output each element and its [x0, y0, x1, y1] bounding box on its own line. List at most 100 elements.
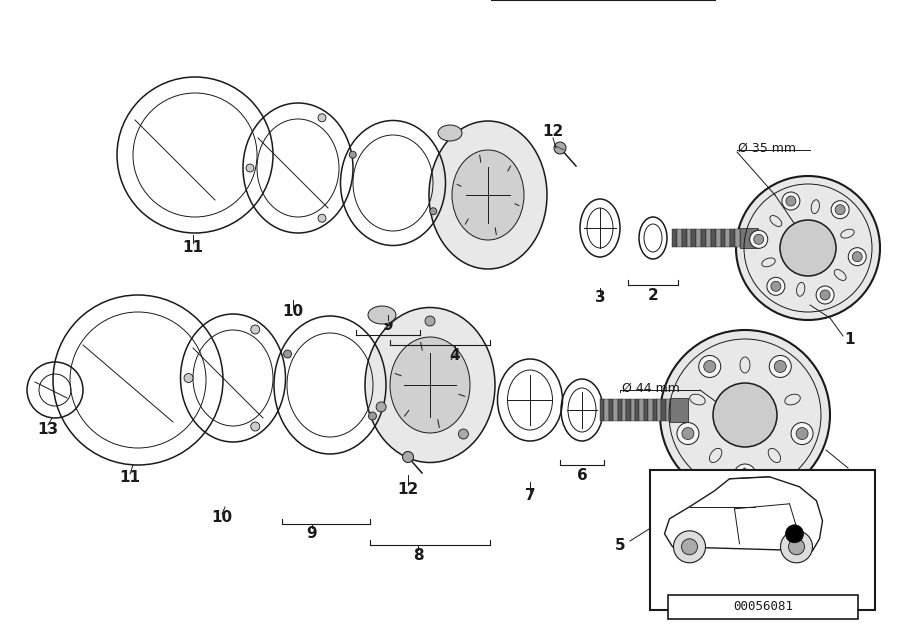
Circle shape	[771, 281, 781, 291]
Text: 12: 12	[398, 483, 418, 497]
Circle shape	[820, 290, 830, 300]
Bar	[701, 229, 706, 247]
Circle shape	[774, 361, 787, 373]
Circle shape	[402, 451, 413, 462]
Circle shape	[430, 208, 436, 215]
Bar	[730, 229, 735, 247]
Ellipse shape	[429, 121, 547, 269]
Bar	[652, 399, 657, 421]
Circle shape	[458, 429, 468, 439]
Bar	[706, 229, 711, 247]
Circle shape	[770, 356, 791, 377]
Ellipse shape	[438, 125, 462, 141]
Bar	[670, 398, 688, 422]
Circle shape	[251, 422, 260, 431]
Bar	[725, 229, 730, 247]
Bar	[650, 470, 875, 610]
Text: 10: 10	[283, 305, 303, 319]
Ellipse shape	[452, 150, 524, 240]
Circle shape	[848, 248, 866, 265]
Circle shape	[754, 234, 764, 244]
Circle shape	[796, 427, 808, 439]
Text: 9: 9	[382, 318, 393, 333]
Circle shape	[750, 231, 768, 248]
Circle shape	[698, 356, 721, 377]
Text: 10: 10	[212, 511, 232, 526]
Circle shape	[681, 539, 698, 555]
Circle shape	[677, 422, 699, 444]
Circle shape	[852, 251, 862, 262]
Circle shape	[780, 220, 836, 276]
Circle shape	[376, 402, 386, 412]
Bar	[735, 229, 740, 247]
Circle shape	[318, 114, 326, 122]
Bar	[617, 399, 622, 421]
Circle shape	[788, 539, 805, 555]
Bar	[622, 399, 626, 421]
Text: 00056081: 00056081	[733, 601, 793, 613]
Bar	[608, 399, 613, 421]
Circle shape	[734, 464, 756, 486]
Ellipse shape	[365, 307, 495, 462]
Bar	[716, 229, 721, 247]
Text: 4: 4	[450, 347, 460, 363]
Circle shape	[425, 316, 435, 326]
Bar	[657, 399, 662, 421]
Circle shape	[246, 164, 254, 172]
Bar	[681, 229, 687, 247]
Text: 1: 1	[845, 333, 855, 347]
Circle shape	[704, 361, 716, 373]
Circle shape	[739, 469, 751, 481]
Bar	[644, 399, 648, 421]
Circle shape	[816, 286, 834, 304]
Bar	[668, 595, 858, 619]
Ellipse shape	[368, 306, 396, 324]
Text: 3: 3	[595, 290, 606, 305]
Text: 5: 5	[615, 537, 626, 552]
Text: 7: 7	[525, 488, 535, 502]
Circle shape	[786, 196, 796, 206]
Bar	[740, 228, 758, 248]
Bar	[662, 399, 666, 421]
Circle shape	[660, 330, 830, 500]
Circle shape	[184, 373, 193, 382]
Bar	[613, 399, 617, 421]
Circle shape	[782, 192, 800, 210]
Circle shape	[835, 204, 845, 215]
Circle shape	[713, 383, 777, 447]
Text: 12: 12	[543, 124, 563, 140]
Bar	[631, 399, 635, 421]
Text: Ø 35 mm: Ø 35 mm	[738, 142, 796, 154]
Text: 8: 8	[413, 547, 423, 563]
Bar	[672, 229, 677, 247]
Bar	[639, 399, 644, 421]
Circle shape	[736, 176, 880, 320]
Text: 13: 13	[38, 422, 58, 438]
Circle shape	[349, 151, 356, 158]
Text: 2: 2	[648, 288, 659, 302]
Bar	[600, 399, 605, 421]
Bar	[626, 399, 631, 421]
Text: 11: 11	[120, 471, 140, 486]
Text: 6: 6	[577, 467, 588, 483]
Circle shape	[251, 325, 260, 334]
Circle shape	[780, 531, 813, 563]
Bar	[648, 399, 652, 421]
Bar	[711, 229, 716, 247]
Circle shape	[368, 412, 376, 420]
Bar	[687, 229, 691, 247]
Bar	[605, 399, 608, 421]
Bar	[677, 229, 681, 247]
Ellipse shape	[390, 337, 470, 433]
Circle shape	[767, 277, 785, 295]
Text: 11: 11	[183, 241, 203, 255]
Circle shape	[831, 201, 849, 218]
Text: Ø 44 mm: Ø 44 mm	[622, 382, 680, 394]
Bar	[691, 229, 697, 247]
Bar	[635, 399, 639, 421]
Circle shape	[786, 525, 804, 543]
Circle shape	[682, 427, 694, 439]
Bar	[721, 229, 725, 247]
Circle shape	[554, 142, 566, 154]
Circle shape	[318, 214, 326, 222]
